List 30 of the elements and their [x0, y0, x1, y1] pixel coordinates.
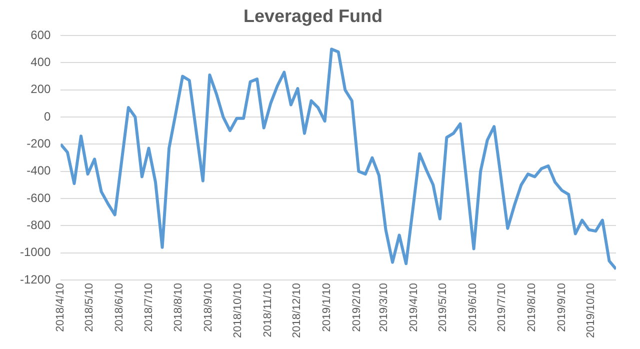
x-tick-label: 2018/5/10	[84, 282, 96, 332]
y-tick-label: -200	[26, 136, 52, 151]
x-tick-label: 2018/6/10	[114, 282, 126, 332]
y-tick-label: 400	[30, 55, 52, 70]
x-tick-label: 2018/4/10	[54, 282, 67, 332]
x-tick-label: 2019/6/10	[466, 282, 479, 332]
x-tick-label: 2018/10/10	[232, 282, 244, 338]
x-tick-label: 2019/5/10	[436, 282, 449, 332]
x-tick-label: 2019/4/10	[408, 282, 420, 332]
chart-title: Leveraged Fund	[243, 6, 383, 26]
y-tick-label: 600	[30, 28, 52, 42]
y-tick-label: 0	[44, 109, 52, 124]
y-tick-label: -1000	[20, 245, 52, 260]
x-tick-label: 2019/7/10	[496, 282, 508, 332]
x-tick-label: 2019/1/10	[320, 282, 333, 332]
x-tick-label: 2018/7/10	[142, 282, 155, 332]
x-tick-label: 2018/11/10	[262, 282, 274, 338]
y-tick-label: 200	[30, 82, 52, 96]
y-tick-label: -600	[26, 190, 52, 205]
y-tick-label: -400	[26, 164, 52, 178]
x-tick-label: 2019/10/10	[584, 282, 597, 338]
x-tick-label: 2019/3/10	[378, 282, 390, 332]
x-tick-label: 2019/2/10	[350, 282, 363, 332]
x-tick-label: 2019/9/10	[556, 282, 568, 332]
x-tick-label: 2018/12/10	[290, 282, 303, 338]
y-tick-label: -1200	[20, 272, 52, 286]
x-tick-label: 2018/8/10	[172, 282, 185, 332]
x-tick-label: 2019/8/10	[526, 282, 538, 332]
x-tick-label: 2018/9/10	[202, 282, 215, 332]
y-tick-label: -800	[26, 218, 52, 232]
